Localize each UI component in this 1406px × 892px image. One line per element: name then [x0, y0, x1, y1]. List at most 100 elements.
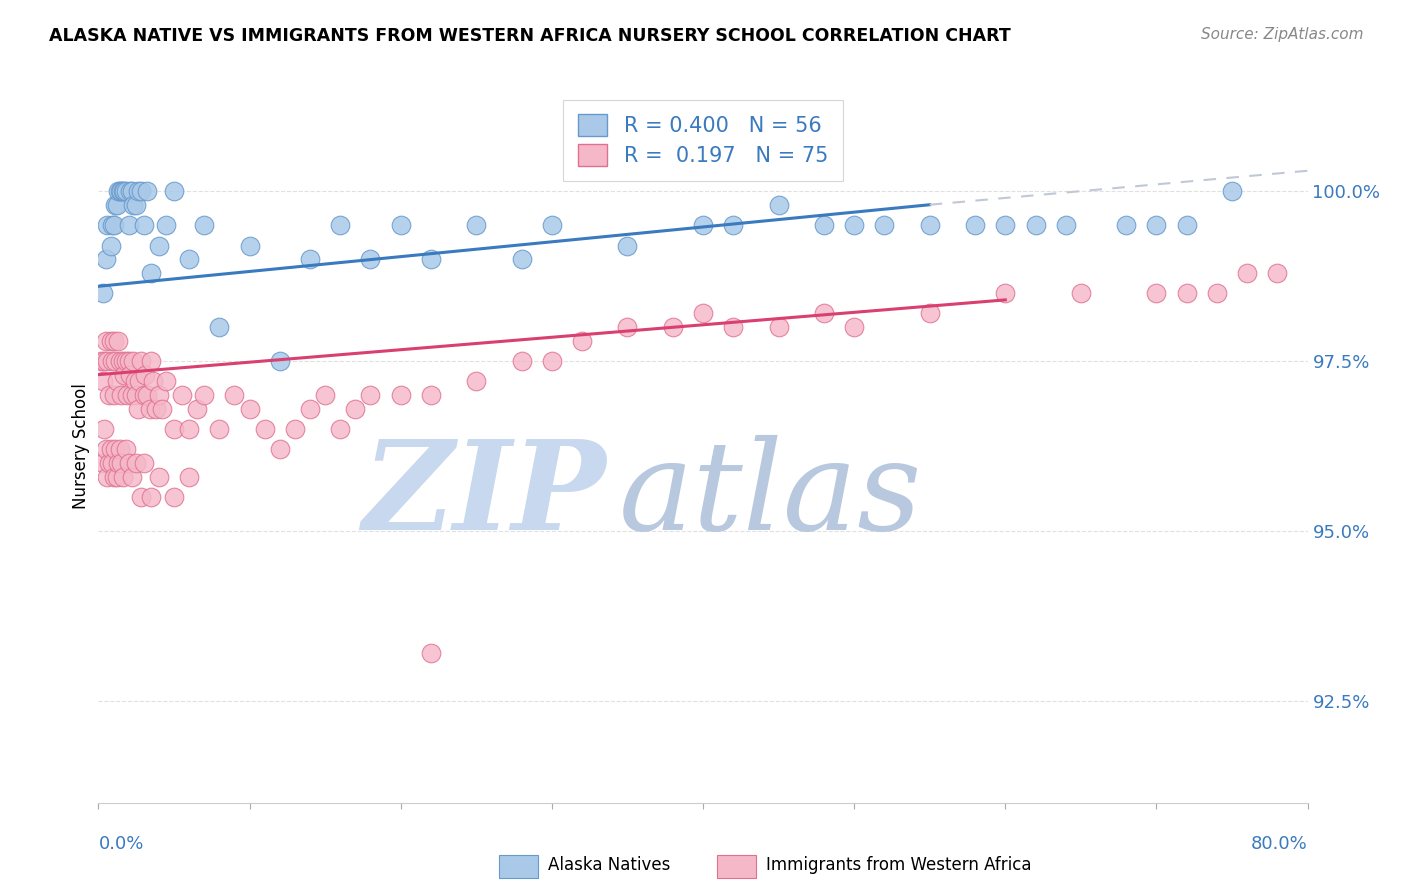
Point: [723, 218, 745, 232]
Point: [571, 334, 593, 348]
Point: [129, 490, 152, 504]
Point: [127, 401, 149, 416]
Point: [141, 266, 163, 280]
Point: [163, 184, 186, 198]
Text: atlas: atlas: [619, 435, 922, 557]
Point: [768, 320, 790, 334]
Point: [813, 306, 835, 320]
Point: [107, 456, 129, 470]
Text: 80.0%: 80.0%: [1251, 835, 1308, 853]
Point: [91, 456, 114, 470]
Point: [125, 198, 148, 212]
Point: [768, 198, 790, 212]
Point: [179, 469, 201, 483]
Point: [1206, 286, 1229, 301]
Point: [103, 469, 125, 483]
Point: [125, 456, 148, 470]
Point: [148, 388, 170, 402]
Point: [94, 252, 117, 266]
Point: [125, 388, 148, 402]
Point: [1024, 218, 1046, 232]
Point: [465, 218, 488, 232]
Point: [918, 306, 941, 320]
Point: [129, 184, 152, 198]
Point: [135, 184, 157, 198]
Point: [110, 388, 132, 402]
Point: [360, 388, 382, 402]
Point: [163, 422, 186, 436]
Point: [284, 422, 307, 436]
Point: [616, 238, 638, 252]
Point: [616, 320, 638, 334]
Point: [115, 388, 138, 402]
Text: Source: ZipAtlas.com: Source: ZipAtlas.com: [1201, 27, 1364, 42]
Point: [208, 422, 231, 436]
Point: [420, 646, 443, 660]
Point: [135, 388, 157, 402]
Point: [94, 442, 117, 457]
Point: [98, 388, 121, 402]
Point: [104, 198, 127, 212]
Point: [465, 375, 488, 389]
Point: [122, 354, 145, 368]
Point: [314, 388, 336, 402]
Point: [269, 354, 291, 368]
Point: [94, 334, 117, 348]
Point: [148, 238, 170, 252]
Point: [104, 442, 127, 457]
Point: [101, 354, 124, 368]
Point: [120, 184, 142, 198]
Point: [103, 334, 125, 348]
Point: [170, 388, 193, 402]
Point: [134, 368, 156, 382]
Point: [1236, 266, 1258, 280]
Point: [994, 218, 1017, 232]
Point: [111, 354, 134, 368]
Point: [208, 320, 231, 334]
Point: [111, 184, 134, 198]
Point: [139, 401, 162, 416]
Point: [121, 469, 143, 483]
Point: [101, 218, 124, 232]
Point: [389, 218, 412, 232]
Point: [1070, 286, 1092, 301]
Point: [127, 184, 149, 198]
Text: ALASKA NATIVE VS IMMIGRANTS FROM WESTERN AFRICA NURSERY SCHOOL CORRELATION CHART: ALASKA NATIVE VS IMMIGRANTS FROM WESTERN…: [49, 27, 1011, 45]
Point: [91, 375, 114, 389]
Point: [103, 388, 125, 402]
Point: [141, 354, 163, 368]
Point: [110, 456, 132, 470]
Point: [93, 422, 115, 436]
Point: [105, 469, 128, 483]
Point: [179, 252, 201, 266]
Text: ZIP: ZIP: [363, 435, 606, 557]
Point: [360, 252, 382, 266]
Point: [723, 320, 745, 334]
Point: [1267, 266, 1289, 280]
Point: [179, 422, 201, 436]
Point: [105, 198, 128, 212]
Point: [299, 252, 322, 266]
Point: [994, 286, 1017, 301]
Point: [692, 306, 714, 320]
Point: [389, 388, 412, 402]
Point: [661, 320, 683, 334]
Point: [1054, 218, 1077, 232]
Point: [90, 354, 112, 368]
Point: [193, 388, 215, 402]
Point: [329, 422, 352, 436]
Point: [1175, 286, 1198, 301]
Point: [132, 456, 155, 470]
Point: [163, 490, 186, 504]
Point: [150, 401, 173, 416]
Point: [420, 388, 443, 402]
Point: [120, 368, 142, 382]
Point: [96, 354, 118, 368]
Point: [1144, 286, 1167, 301]
Point: [965, 218, 987, 232]
Point: [112, 368, 135, 382]
Point: [111, 469, 134, 483]
Point: [269, 442, 291, 457]
Point: [121, 184, 143, 198]
Point: [141, 490, 163, 504]
